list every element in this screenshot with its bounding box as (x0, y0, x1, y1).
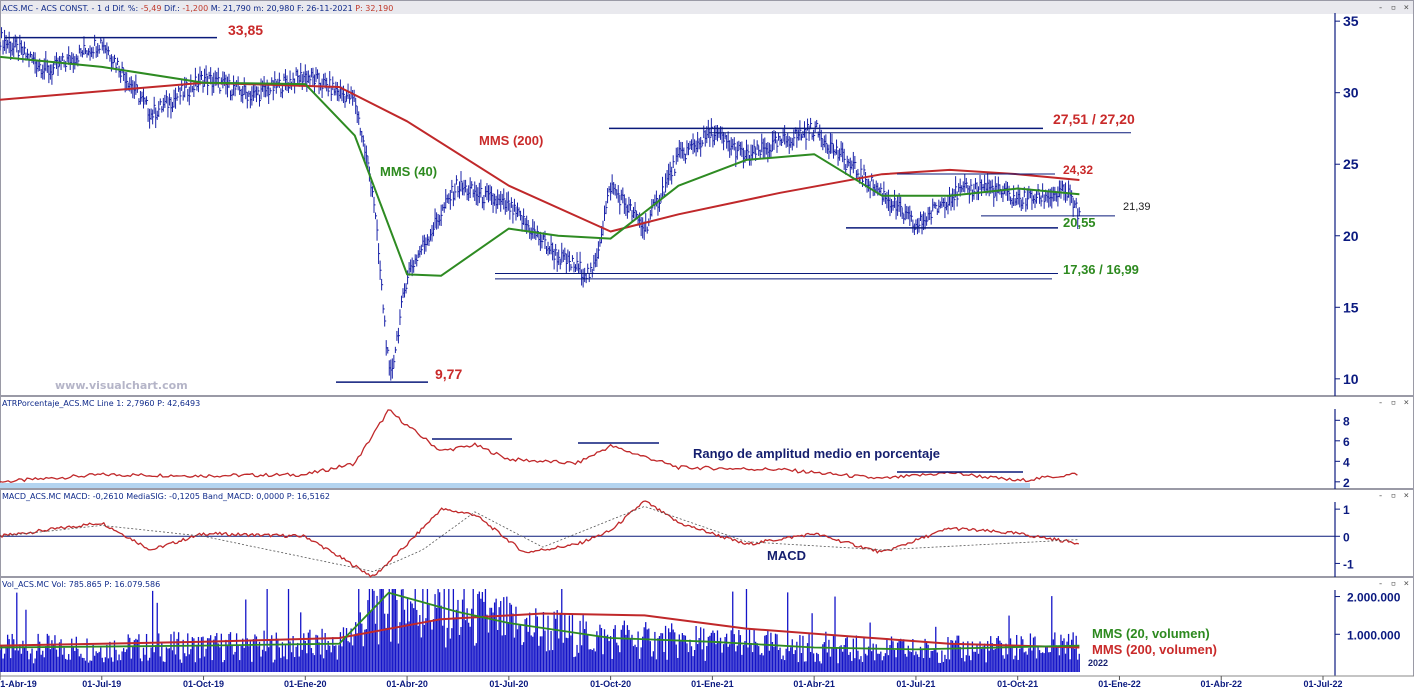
date-tick-label-8: 01-Abr-21 (793, 679, 835, 689)
date-tick-label-5: 01-Jul-20 (489, 679, 528, 689)
date-axis-band (0, 676, 1414, 690)
y-tick-label-2--1: -1 (1343, 557, 1354, 571)
main-window-controls[interactable]: - ▫ × (1377, 3, 1410, 13)
vol-mms200-line (0, 612, 1080, 649)
mms40-label: MMS (40) (380, 164, 438, 179)
level-label-1736: 17,36 / 16,99 (1063, 262, 1139, 277)
y-tick-label-0-25: 25 (1343, 156, 1359, 172)
macd-signal-line (0, 505, 1079, 573)
vol-mms20-line (0, 591, 1080, 651)
mms200-label: MMS (200) (479, 133, 544, 148)
main-panel-header: ACS.MC - ACS CONST. - 1 d Dif. %: -5,49 … (2, 4, 393, 13)
atr-band (0, 483, 1030, 488)
vol-panel-header: Vol_ACS.MC Vol: 785.865 P: 16.079.586 (2, 580, 161, 589)
y-tick-label-1-2: 2 (1343, 476, 1350, 490)
main-header-dif-label: Dif.: (161, 4, 183, 13)
atr-panel-header: ATRPorcentaje_ACS.MC Line 1: 2,7960 P: 4… (2, 399, 201, 408)
mms200-line (0, 81, 1080, 233)
date-tick-label-9: 01-Jul-21 (896, 679, 935, 689)
y-tick-label-2-0: 0 (1343, 530, 1350, 544)
y-tick-label-1-6: 6 (1343, 435, 1350, 449)
vol-mms200-label: MMS (200, volumen) (1092, 642, 1217, 657)
price-bars (0, 27, 1081, 381)
y-tick-label-3-1000000: 1.000.000 (1347, 628, 1401, 642)
date-tick-label-1: 01-Jul-19 (82, 679, 121, 689)
macd-window-controls[interactable]: - ▫ × (1377, 491, 1410, 501)
vol-window-controls[interactable]: - ▫ × (1377, 579, 1410, 589)
year-2022-label: 2022 (1088, 658, 1109, 668)
volume-bars (0, 589, 1080, 672)
date-tick-label-10: 01-Oct-21 (997, 679, 1038, 689)
y-tick-label-3-2000000: 2.000.000 (1347, 591, 1401, 605)
y-tick-label-0-35: 35 (1343, 13, 1359, 29)
main-header-suffix: M: 21,790 m: 20,980 F: 26-11-2021 (208, 4, 356, 13)
level-label-2139: 21,39 (1123, 201, 1151, 213)
level-label-2055: 20,55 (1063, 215, 1096, 230)
watermark: www.visualchart.com (55, 379, 188, 392)
y-tick-label-1-8: 8 (1343, 414, 1350, 428)
date-tick-label-7: 01-Ene-21 (691, 679, 734, 689)
y-tick-label-0-30: 30 (1343, 85, 1359, 101)
main-header-prefix: ACS.MC - ACS CONST. - 1 d Dif. %: (2, 4, 141, 13)
y-tick-label-0-15: 15 (1343, 299, 1359, 315)
level-label-2432: 24,32 (1063, 163, 1094, 177)
main-header-dif: -1,200 (182, 4, 209, 13)
atr-line (0, 409, 1078, 483)
date-tick-label-11: 01-Ene-22 (1098, 679, 1141, 689)
date-tick-label-12: 01-Abr-22 (1200, 679, 1242, 689)
macd-note: MACD (767, 548, 806, 563)
vol-mms20-label: MMS (20, volumen) (1092, 626, 1210, 641)
level-label-3385: 33,85 (228, 22, 264, 38)
date-tick-label-0: 01-Abr-19 (0, 679, 37, 689)
level-label-977: 9,77 (435, 366, 463, 382)
date-tick-label-13: 01-Jul-22 (1303, 679, 1342, 689)
date-tick-label-6: 01-Oct-20 (590, 679, 631, 689)
atr-note: Rango de amplitud medio en porcentaje (693, 446, 941, 461)
y-tick-label-2-1: 1 (1343, 503, 1350, 517)
date-tick-label-2: 01-Oct-19 (183, 679, 224, 689)
main-header-p: P: 32,190 (355, 4, 394, 13)
level-label-2751: 27,51 / 27,20 (1053, 111, 1135, 127)
atr-window-controls[interactable]: - ▫ × (1377, 398, 1410, 408)
price-panel-frame (0, 0, 1414, 396)
mms40-line (0, 55, 1080, 277)
main-title-bar (0, 0, 1414, 14)
main-header-dif-pct: -5,49 (140, 4, 162, 13)
macd-line (0, 500, 1079, 578)
date-tick-label-3: 01-Ene-20 (284, 679, 327, 689)
y-tick-label-0-20: 20 (1343, 228, 1359, 244)
y-tick-label-1-4: 4 (1343, 455, 1350, 469)
atr-panel-frame (0, 396, 1414, 489)
date-tick-label-4: 01-Abr-20 (386, 679, 428, 689)
macd-panel-header: MACD_ACS.MC MACD: -0,2610 MediaSIG: -0,1… (2, 492, 330, 501)
y-tick-label-0-10: 10 (1343, 371, 1359, 387)
